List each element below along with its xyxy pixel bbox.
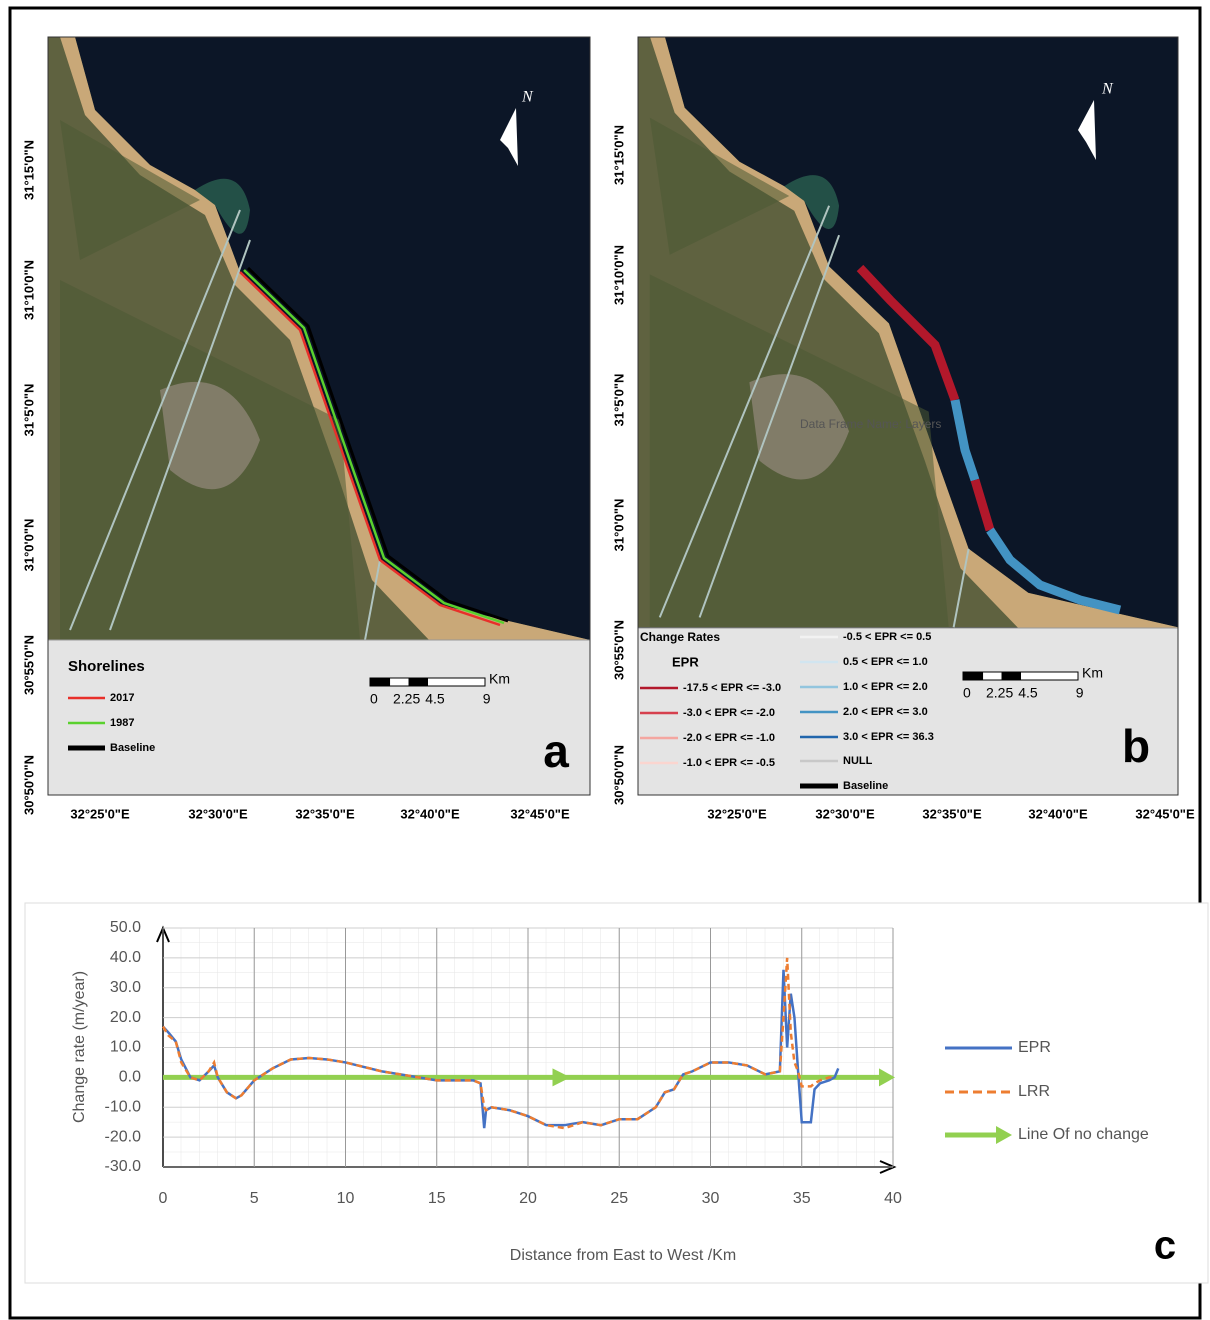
legend-label: 0.5 < EPR <= 1.0	[843, 656, 928, 668]
lon-label: 32°35'0"E	[295, 806, 355, 821]
scale-label: 4.5	[425, 691, 445, 707]
lat-label: 31°15'0"N	[21, 140, 36, 200]
legend-title: Change Rates	[640, 630, 720, 644]
lat-label: 31°0'0"N	[21, 519, 36, 572]
lat-label: 30°50'0"N	[611, 745, 626, 805]
y-tick-label: -30.0	[105, 1158, 142, 1175]
lat-label: 31°0'0"N	[611, 499, 626, 552]
lon-label: 32°25'0"E	[70, 806, 130, 821]
legend-label: Baseline	[110, 742, 155, 754]
scale-label: 0	[963, 685, 971, 701]
x-tick-label: 40	[884, 1190, 902, 1207]
north-label: N	[1101, 81, 1114, 98]
y-tick-label: 40.0	[110, 949, 141, 966]
y-tick-label: -20.0	[105, 1128, 142, 1145]
lat-label: 30°50'0"N	[21, 755, 36, 815]
scale-label: 2.25	[393, 691, 420, 707]
legend-label: -2.0 < EPR <= -1.0	[683, 732, 775, 744]
lon-label: 32°30'0"E	[188, 806, 248, 821]
scale-bar	[983, 672, 1003, 680]
x-tick-label: 10	[337, 1190, 355, 1207]
legend-label: EPR	[1018, 1039, 1051, 1056]
y-tick-label: 20.0	[110, 1009, 141, 1026]
legend-label: Line Of no change	[1018, 1126, 1149, 1143]
x-tick-label: 25	[610, 1190, 628, 1207]
scale-unit: Km	[489, 671, 510, 687]
panel-letter: a	[543, 725, 569, 777]
scale-bar	[370, 678, 390, 686]
lat-label: 30°55'0"N	[21, 635, 36, 695]
lat-label: 31°10'0"N	[611, 245, 626, 305]
map-b	[638, 36, 1178, 628]
y-tick-label: 0.0	[119, 1069, 141, 1086]
x-tick-label: 5	[250, 1190, 259, 1207]
legend-label: LRR	[1018, 1083, 1050, 1100]
frame-label: Data Frame Name: Layers	[800, 417, 941, 431]
lon-label: 32°35'0"E	[922, 806, 982, 821]
legend-label: NULL	[843, 755, 873, 767]
lat-label: 31°10'0"N	[21, 260, 36, 320]
x-tick-label: 20	[519, 1190, 537, 1207]
scale-bar	[1021, 672, 1079, 680]
scale-bar	[428, 678, 486, 686]
lon-label: 32°40'0"E	[400, 806, 460, 821]
lon-label: 32°45'0"E	[1135, 806, 1195, 821]
x-tick-label: 30	[702, 1190, 720, 1207]
legend-label: Baseline	[843, 780, 888, 792]
x-axis-title: Distance from East to West /Km	[510, 1247, 736, 1264]
y-tick-label: 30.0	[110, 979, 141, 996]
scale-bar	[390, 678, 410, 686]
panel-letter: c	[1154, 1224, 1176, 1268]
scale-unit: Km	[1082, 665, 1103, 681]
legend-label: 2.0 < EPR <= 3.0	[843, 706, 928, 718]
y-tick-label: 50.0	[110, 919, 141, 936]
scale-bar	[409, 678, 429, 686]
scale-label: 9	[483, 691, 491, 707]
legend-label: 1987	[110, 717, 134, 729]
legend-label: -3.0 < EPR <= -2.0	[683, 707, 775, 719]
panel-letter: b	[1122, 720, 1150, 772]
legend-label: 3.0 < EPR <= 36.3	[843, 731, 934, 743]
scale-label: 4.5	[1018, 685, 1038, 701]
lon-label: 32°45'0"E	[510, 806, 570, 821]
lat-label: 31°5'0"N	[21, 384, 36, 437]
legend-title: Shorelines	[68, 658, 145, 675]
scale-bar	[1002, 672, 1022, 680]
x-tick-label: 35	[793, 1190, 811, 1207]
figure: Data Frame Name: Layers Change rate (m/y…	[0, 0, 1210, 1320]
lat-label: 31°15'0"N	[611, 125, 626, 185]
y-axis-title: Change rate (m/year)	[71, 971, 88, 1123]
legend-label: 1.0 < EPR <= 2.0	[843, 681, 928, 693]
legend-label: 2017	[110, 692, 134, 704]
legend-label: -1.0 < EPR <= -0.5	[683, 757, 775, 769]
north-label: N	[521, 89, 534, 106]
y-tick-label: 10.0	[110, 1039, 141, 1056]
lat-label: 31°5'0"N	[611, 374, 626, 427]
scale-label: 9	[1076, 685, 1084, 701]
lon-label: 32°40'0"E	[1028, 806, 1088, 821]
legend-subtitle: EPR	[672, 654, 699, 669]
lon-label: 32°25'0"E	[707, 806, 767, 821]
scale-label: 2.25	[986, 685, 1013, 701]
scale-label: 0	[370, 691, 378, 707]
y-tick-label: -10.0	[105, 1098, 142, 1115]
lat-label: 30°55'0"N	[611, 620, 626, 680]
x-tick-label: 15	[428, 1190, 446, 1207]
scale-bar	[963, 672, 983, 680]
legend-label: -0.5 < EPR <= 0.5	[843, 631, 931, 643]
legend-label: -17.5 < EPR <= -3.0	[683, 682, 781, 694]
x-tick-label: 0	[159, 1190, 168, 1207]
lon-label: 32°30'0"E	[815, 806, 875, 821]
